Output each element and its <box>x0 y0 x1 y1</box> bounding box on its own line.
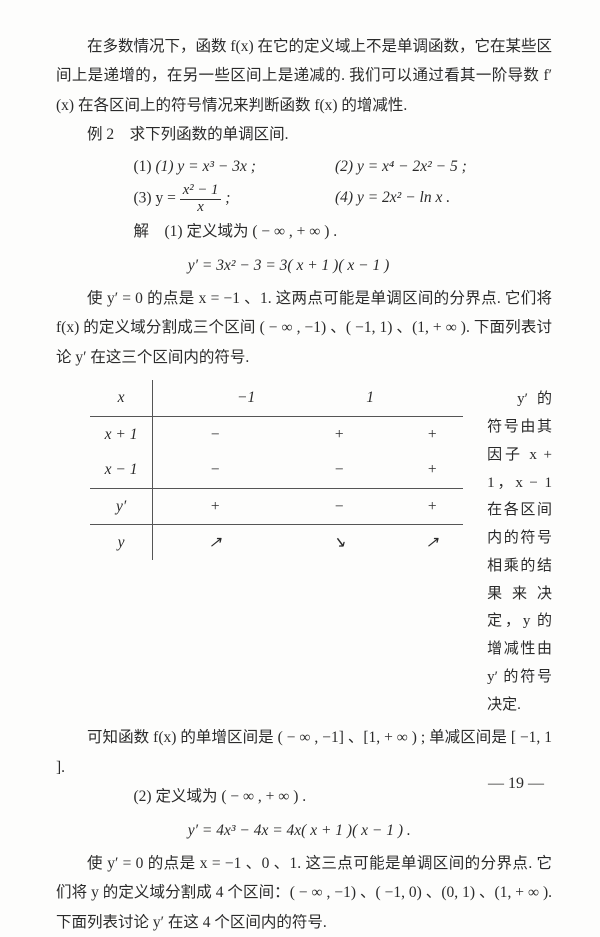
row-y: y <box>90 525 153 561</box>
prob-3-lead: (3) y = <box>134 190 180 207</box>
equation-2: y′ = 4x³ − 4x = 4x( x + 1 )( x − 1 ) . <box>56 816 552 845</box>
th-x: x <box>90 380 153 416</box>
paragraph-intro: 在多数情况下，函数 f(x) 在它的定义域上不是单调函数，它在某些区间上是递增的… <box>56 32 552 120</box>
row-xp1: x + 1 <box>90 416 153 452</box>
frac-num: x² − 1 <box>180 183 222 199</box>
paragraph-2: 使 y′ = 0 的点是 x = −1 、1. 这两点可能是单调区间的分界点. … <box>56 284 552 372</box>
prob-2: (2) y = x⁴ − 2x² − 5 ; <box>335 158 467 175</box>
problems-row-1: (1) (1) y = x³ − 3x ; (2) y = x⁴ − 2x² −… <box>56 152 552 181</box>
paragraph-4: 使 y′ = 0 的点是 x = −1 、0 、1. 这三点可能是单调区间的分界… <box>56 849 552 937</box>
th-1: 1 <box>339 380 401 416</box>
prob-4: (4) y = 2x² − ln x . <box>335 189 450 206</box>
row-xm1: x − 1 <box>90 452 153 488</box>
page-number: — 19 — <box>488 769 544 799</box>
table-side-note: y′ 的符号由其因子 x + 1，x − 1 在各区间内的符号相乘的结果来决定，… <box>463 380 552 719</box>
th-neg1: −1 <box>215 380 277 416</box>
prob-1: (1) y = x³ − 3x ; <box>155 158 255 175</box>
row-yprime: y′ <box>90 488 153 524</box>
equation-1: y′ = 3x² − 3 = 3( x + 1 )( x − 1 ) <box>56 251 552 280</box>
frac-den: x <box>180 200 222 215</box>
prob-3-frac: x² − 1 x <box>180 183 222 215</box>
problems-row-2: (3) y = x² − 1 x ; (4) y = 2x² − ln x . <box>56 183 552 215</box>
example-label: 例 2 求下列函数的单调区间. <box>56 120 552 149</box>
paragraph-3: 可知函数 f(x) 的单增区间是 ( − ∞ , −1] 、[1, + ∞ ) … <box>56 723 552 782</box>
prob-3-tail: ; <box>225 190 230 207</box>
solution-2-lead: (2) 定义域为 ( − ∞ , + ∞ ) . <box>56 782 552 811</box>
sign-table: x −1 1 x + 1 − + + x − 1 − − + y′ + − + … <box>90 380 463 560</box>
solution-1-lead: 解 (1) 定义域为 ( − ∞ , + ∞ ) . <box>56 217 552 246</box>
sign-table-wrap: x −1 1 x + 1 − + + x − 1 − − + y′ + − + … <box>90 380 552 719</box>
